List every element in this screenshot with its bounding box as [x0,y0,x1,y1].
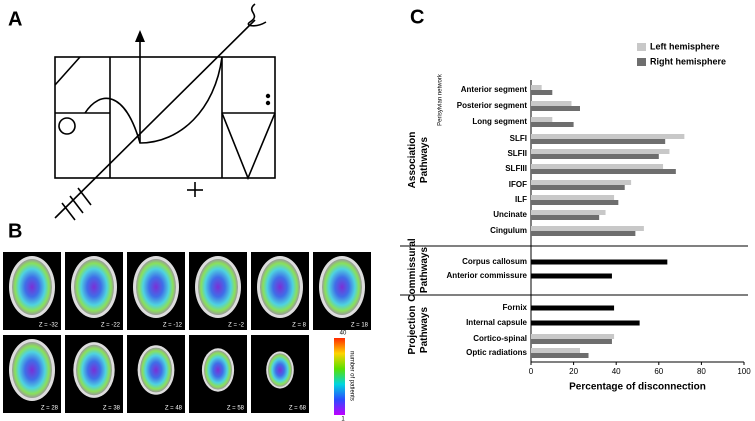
category-label: Posterior segment [457,101,528,110]
bar [531,226,644,231]
group-label: AssociationPathways [407,132,430,189]
brain-map [76,344,112,396]
category-label: Optic radiations [466,348,527,357]
category-label: ILF [515,195,527,204]
slice-label: Z = 68 [289,406,307,412]
x-tick-label: 0 [529,367,534,376]
category-label: Internal capsule [466,318,527,327]
bar [531,210,606,215]
bar [531,117,553,122]
brain-map [12,259,52,315]
bar [531,149,670,154]
brain-map [260,259,300,315]
bar [531,106,580,111]
bar [531,339,612,344]
bar [531,273,612,279]
x-tick-label: 20 [569,367,578,376]
group-label: CommissuralPathways [407,238,430,302]
bar [531,200,619,205]
bar [531,122,574,127]
category-label: Cingulum [490,226,527,235]
panel-label: B [8,220,22,242]
slice-label: Z = -12 [163,323,183,329]
bar [531,195,615,200]
bar [531,101,572,106]
brain-map [204,350,232,390]
category-label: IFOF [509,180,527,189]
brain-map [140,347,172,393]
x-axis-label: Percentage of disconnection [569,382,706,393]
bar [531,139,666,144]
slice-label: Z = -2 [228,323,245,329]
legend-swatch [637,58,646,66]
x-tick-label: 100 [737,367,751,376]
panel-label: C [410,6,424,28]
category-label: Anterior segment [461,85,528,94]
colorbar-label: number of patients [348,351,354,401]
bar [531,305,615,311]
category-label: Fornix [503,303,528,312]
slice-label: Z = 38 [103,406,121,412]
bar [531,180,632,185]
category-label: Long segment [472,117,527,126]
colorbar-min: 1 [341,417,345,421]
slice-label: Z = 18 [351,323,369,329]
category-label: SLFI [510,134,527,143]
bar [531,185,625,190]
legend-label: Left hemisphere [650,41,720,51]
bar [531,169,676,174]
slice-label: Z = 58 [227,406,245,412]
category-label: Cortico-spinal [473,334,527,343]
category-label: Corpus callosum [462,257,527,266]
brain-map [136,259,176,315]
bar [531,231,636,236]
bar [531,320,640,326]
x-tick-label: 60 [654,367,663,376]
brain-map [322,259,362,315]
legend-swatch [637,43,646,51]
bar [531,164,664,169]
brain-map [198,259,238,315]
bar [531,334,615,339]
category-label: SLFII [507,149,527,158]
slice-label: Z = 48 [165,406,183,412]
x-tick-label: 40 [612,367,621,376]
brain-map [12,342,52,398]
brain-map [74,259,114,315]
legend-label: Right hemisphere [650,56,726,66]
x-tick-label: 80 [697,367,706,376]
category-label: SLFIII [505,164,527,173]
category-label: Uncinate [493,210,527,219]
slice-label: Z = 8 [292,323,307,329]
slice-label: Z = 28 [41,406,59,412]
colorbar-max: 40 [340,331,347,337]
bar [531,90,553,95]
colorbar [334,338,345,415]
brain-panel: 40 1 number of patients [334,331,354,421]
diagram [54,3,276,221]
brain-map [268,353,292,387]
bar [531,215,600,220]
slice-label: Z = -32 [39,323,59,329]
category-label: Anterior commissure [447,271,528,280]
bar [531,134,685,139]
bar [531,348,580,353]
bar [531,353,589,358]
bar [531,85,542,90]
slice-label: Z = -22 [101,323,121,329]
group-label: ProjectionPathways [407,306,430,355]
bar [531,259,668,265]
subgroup-label: Perisylvian network [438,73,444,126]
panel-label: A [8,8,22,30]
bar [531,154,659,159]
